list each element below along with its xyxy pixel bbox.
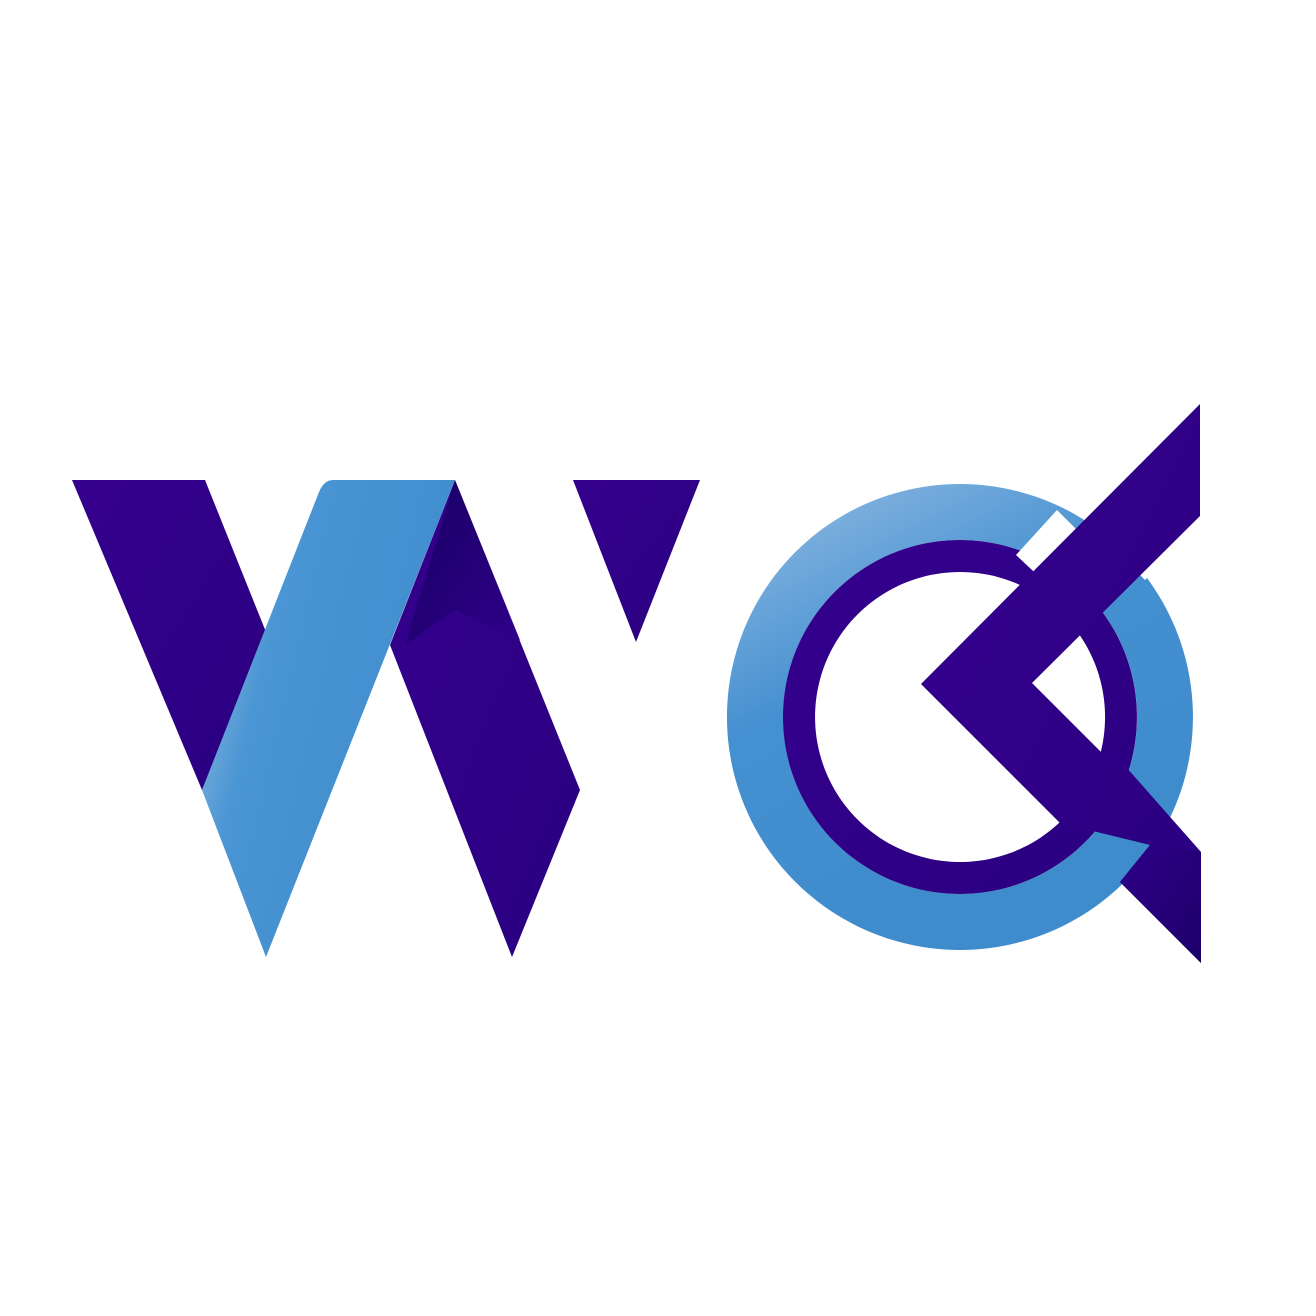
w-small-triangle [573,480,700,642]
letter-w [72,480,700,957]
w-ribbon-stroke [202,480,455,957]
w-right-shade [405,480,520,645]
q-tail-shade [1120,845,1201,963]
letter-q [726,404,1201,963]
w-left-stroke [72,480,266,790]
q-arrow [921,404,1201,963]
